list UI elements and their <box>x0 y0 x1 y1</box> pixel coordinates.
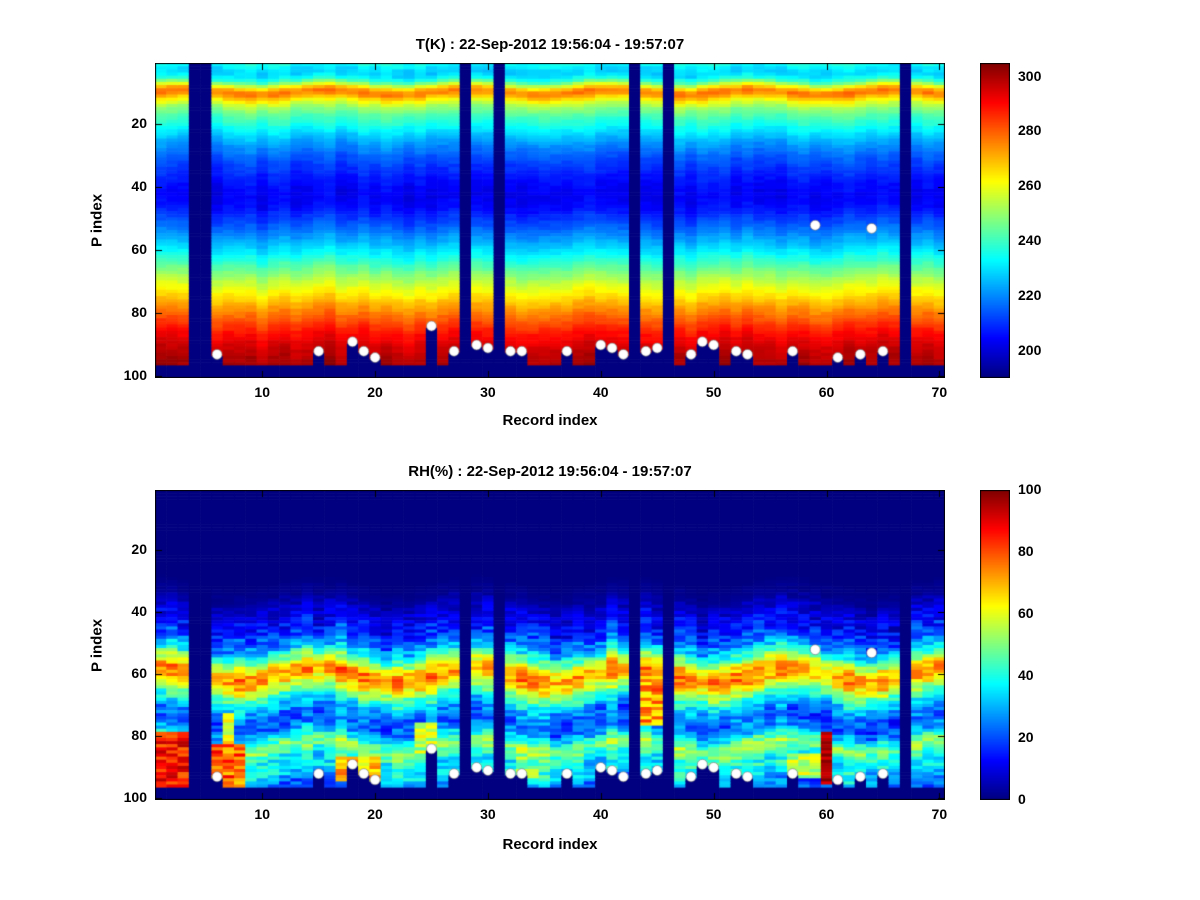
x-tick-label: 20 <box>367 384 383 400</box>
colorbar-tick-label: 0 <box>1018 791 1026 807</box>
colorbar-tick-label: 80 <box>1018 543 1034 559</box>
y-tick-label: 20 <box>131 541 147 558</box>
x-tick-label: 50 <box>705 384 722 400</box>
colorbar-tick-label: 220 <box>1018 286 1042 303</box>
x-tick-label: 40 <box>592 806 609 822</box>
colorbar-tick-label: 240 <box>1018 232 1042 249</box>
humidity-plot-title: RH(%) : 22-Sep-2012 19:56:04 - 19:57:07 <box>408 463 692 480</box>
x-tick-label: 30 <box>480 384 496 400</box>
humidity-x-axis-label: Record index <box>502 836 598 853</box>
x-tick-label: 10 <box>254 806 270 822</box>
colorbar-tick-label: 280 <box>1018 122 1042 139</box>
x-tick-label: 70 <box>931 384 948 400</box>
temperature-x-axis-label: Record index <box>502 412 598 429</box>
y-tick-label: 80 <box>131 727 147 744</box>
x-tick-label: 60 <box>818 384 835 400</box>
y-tick-label: 100 <box>123 789 147 806</box>
x-tick-label: 60 <box>818 806 835 822</box>
x-tick-label: 20 <box>367 806 383 822</box>
x-tick-label: 50 <box>705 806 722 822</box>
humidity-heatmap <box>155 490 945 800</box>
y-tick-label: 60 <box>131 665 147 682</box>
y-tick-label: 60 <box>131 241 147 258</box>
x-tick-label: 70 <box>931 806 948 822</box>
colorbar-tick-label: 200 <box>1018 341 1042 358</box>
colorbar-tick-label: 60 <box>1018 605 1034 621</box>
colorbar-tick-label: 40 <box>1018 667 1034 683</box>
y-tick-label: 40 <box>131 603 147 620</box>
x-tick-label: 30 <box>480 806 496 822</box>
colorbar-tick-label: 20 <box>1018 729 1034 745</box>
colorbar-tick-label: 300 <box>1018 67 1042 84</box>
temperature-heatmap <box>155 63 945 378</box>
y-tick-label: 20 <box>131 115 147 132</box>
x-tick-label: 10 <box>254 384 270 400</box>
temperature-colorbar <box>980 63 1010 378</box>
temperature-plot-title: T(K) : 22-Sep-2012 19:56:04 - 19:57:07 <box>415 36 685 53</box>
y-tick-label: 80 <box>131 304 147 321</box>
colorbar-tick-label: 100 <box>1018 481 1042 497</box>
y-tick-label: 100 <box>123 367 147 384</box>
y-tick-label: 40 <box>131 178 147 195</box>
x-tick-label: 40 <box>592 384 609 400</box>
humidity-colorbar <box>980 490 1010 800</box>
colorbar-tick-label: 260 <box>1018 177 1042 194</box>
